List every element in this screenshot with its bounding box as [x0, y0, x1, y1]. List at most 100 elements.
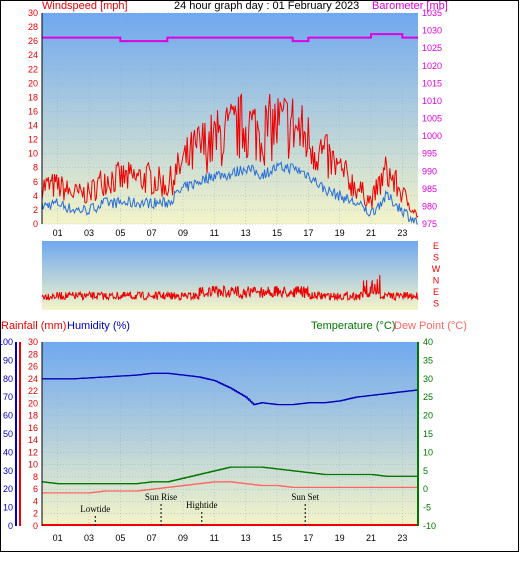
chart-title: 24 hour graph day : 01 February 2023: [174, 0, 360, 12]
humidity-axis-title: Humidity (%): [67, 320, 130, 332]
rain-y-tick: 22: [28, 386, 38, 396]
rain-y-tick: 10: [28, 460, 38, 470]
lower-x-tick: 15: [272, 533, 282, 543]
wind-y-tick: 0: [33, 219, 38, 229]
humidity-y-tick: 70: [3, 392, 13, 402]
temperature-y-tick: 20: [423, 411, 433, 421]
wind-y-tick: 22: [28, 64, 38, 74]
rain-y-tick: 16: [28, 423, 38, 433]
direction-label: N: [433, 275, 440, 285]
wind-y-tick: 30: [28, 8, 38, 18]
wind-x-tick: 01: [53, 228, 63, 238]
annotation-label: Sun Rise: [145, 492, 177, 502]
lower-x-tick: 03: [84, 533, 94, 543]
barometer-y-tick: 1035: [422, 8, 442, 18]
barometer-y-tick: 995: [422, 149, 437, 159]
wind-x-tick: 17: [303, 228, 313, 238]
rain-y-tick: 24: [28, 374, 38, 384]
wind-x-tick: 09: [178, 228, 188, 238]
barometer-y-tick: 1025: [422, 43, 442, 53]
wind-y-tick: 26: [28, 36, 38, 46]
barometer-series: [42, 33, 418, 43]
barometer-y-tick: 1030: [422, 26, 442, 36]
rain-y-tick: 20: [28, 398, 38, 408]
lower-x-tick: 23: [397, 533, 407, 543]
rainfall-axis-title: Rainfall (mm): [1, 320, 67, 332]
lower-x-tick: 07: [147, 533, 157, 543]
temperature-y-tick: 35: [423, 355, 433, 365]
rain-y-tick: 30: [28, 337, 38, 347]
wind-x-tick: 23: [397, 228, 407, 238]
lower-x-tick: 13: [241, 533, 251, 543]
humidity-y-tick: 60: [3, 411, 13, 421]
rain-y-tick: 26: [28, 362, 38, 372]
temperature-y-tick: -10: [423, 521, 436, 531]
wind-x-tick: 07: [147, 228, 157, 238]
direction-label: E: [433, 287, 439, 297]
dewpoint-series: [42, 481, 418, 494]
direction-plot-area: [42, 241, 418, 310]
temperature-axis-title: Temperature (°C): [311, 320, 396, 332]
temperature-y-tick: 30: [423, 374, 433, 384]
lower-plot-area: [42, 342, 418, 526]
annotation-label: Hightide: [186, 500, 218, 510]
barometer-y-tick: 985: [422, 184, 437, 194]
lower-x-tick: 05: [115, 533, 125, 543]
wind-y-tick: 6: [33, 177, 38, 187]
wind-x-tick: 05: [115, 228, 125, 238]
gust-series: [41, 92, 419, 218]
humidity-y-tick: 80: [3, 374, 13, 384]
humidity-y-tick: 90: [3, 355, 13, 365]
lower-x-tick: 17: [303, 533, 313, 543]
rain-y-tick: 4: [33, 496, 38, 506]
wind-y-tick: 2: [33, 205, 38, 215]
humidity-y-tick: 40: [3, 447, 13, 457]
temperature-y-tick: -5: [423, 503, 431, 513]
temperature-y-tick: 5: [423, 466, 428, 476]
lower-x-tick: 09: [178, 533, 188, 543]
wind-y-tick: 8: [33, 163, 38, 173]
temperature-y-tick: 0: [423, 484, 428, 494]
wind-y-tick: 4: [33, 191, 38, 201]
humidity-y-tick: 0: [8, 521, 13, 531]
wind-y-tick: 18: [28, 92, 38, 102]
wind-y-tick: 14: [28, 121, 38, 131]
direction-label: W: [432, 264, 441, 274]
rain-y-tick: 6: [33, 484, 38, 494]
rain-y-tick: 14: [28, 435, 38, 445]
barometer-y-tick: 1010: [422, 96, 442, 106]
temperature-series: [42, 466, 418, 485]
direction-label: E: [433, 241, 439, 251]
rain-y-tick: 2: [33, 509, 38, 519]
wind-x-tick: 15: [272, 228, 282, 238]
barometer-y-tick: 1015: [422, 78, 442, 88]
annotation-label: Lowtide: [80, 504, 110, 514]
wind-y-tick: 10: [28, 149, 38, 159]
direction-label: S: [433, 298, 439, 308]
barometer-axis-title: Barometer [mb]: [372, 0, 448, 12]
wind-x-tick: 03: [84, 228, 94, 238]
lower-x-tick: 11: [210, 533, 219, 543]
barometer-y-tick: 975: [422, 219, 437, 229]
humidity-y-tick: 30: [3, 466, 13, 476]
lower-x-tick: 19: [335, 533, 345, 543]
barometer-y-tick: 1005: [422, 114, 442, 124]
barometer-y-tick: 1020: [422, 61, 442, 71]
humidity-y-tick: 20: [3, 484, 13, 494]
average-wind-series: [41, 160, 418, 225]
wind-y-tick: 28: [28, 22, 38, 32]
wind-y-tick: 24: [28, 50, 38, 60]
wind-x-tick: 21: [366, 228, 376, 238]
dewpoint-axis-title: Dew Point (°C): [394, 320, 467, 332]
direction-series: [41, 274, 419, 302]
temperature-y-tick: 15: [423, 429, 433, 439]
wind-y-tick: 20: [28, 78, 38, 88]
wind-x-tick: 11: [210, 228, 219, 238]
windspeed-axis-title: Windspeed [mph]: [42, 0, 128, 12]
barometer-y-tick: 980: [422, 201, 437, 211]
rain-y-tick: 28: [28, 349, 38, 359]
humidity-y-tick: 100: [0, 337, 13, 347]
wind-y-tick: 12: [28, 135, 38, 145]
rain-y-tick: 12: [28, 447, 38, 457]
